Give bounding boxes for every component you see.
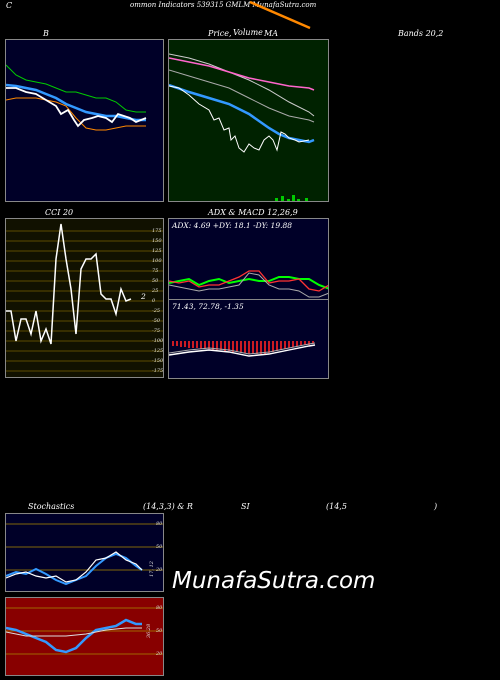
macd-panel: 71.43, 72.78, -1.35 [168,299,329,379]
rsi-tick: 80 [156,605,163,611]
label-b: B [43,29,49,38]
cci-tick: 175 [152,228,162,234]
rsi-panel: 80 50 20 36.28 [5,597,164,676]
cci-gridlines [6,223,163,372]
orange-arrow-line [249,0,311,30]
rsi-chart [6,607,163,655]
cci-tick: 150 [152,238,162,244]
macd-chart [169,341,316,357]
label-bands: Bands 20,2 [398,29,444,38]
cci-tick: 0 [152,298,156,304]
price-ma-chart [169,53,315,201]
stoch-tick: 50 [156,544,163,550]
label-stoch-params: (14,3,3) & R [143,502,193,511]
label-rsi-close: ) [434,502,438,511]
stochastics-panel: 80 50 20 17, 12 [5,513,164,592]
cci-last-value: 2 [141,292,146,301]
cci-tick: -100 [152,338,164,344]
cci-tick: -50 [152,318,161,324]
stochastics-chart [6,523,163,586]
label-cci: CCI 20 [45,208,74,217]
bollinger-panel [5,39,164,202]
adx-readout: ADX: 4.69 +DY: 18.1 -DY: 19.88 [172,221,293,230]
cci-tick: 25 [152,288,159,294]
label-price-ma-suffix: MA [264,29,278,38]
stoch-tick: 80 [156,521,163,527]
rsi-last-value: 36.28 [146,623,153,639]
header-title: ommon Indicators 539315 GMLM MunafaSutra… [130,1,317,9]
munafasutra-watermark: MunafaSutra.com [172,568,376,594]
cci-tick: -75 [152,328,161,334]
label-rsi-params: (14,5 [326,502,347,511]
cci-tick: 100 [152,258,162,264]
cci-tick: -150 [152,358,164,364]
macd-readout: 71.43, 72.78, -1.35 [172,302,244,311]
bollinger-chart [6,64,147,131]
adx-chart [169,270,328,298]
label-price-ma-overlap: Volume [233,28,263,37]
cci-panel: 175 150 125 100 75 50 25 0 -25 -50 -75 -100 -125 -150… [5,218,164,378]
cci-tick: 50 [152,278,159,284]
cci-tick: 125 [152,248,162,254]
stoch-tick: 20 [156,567,163,573]
cci-tick: -125 [152,348,164,354]
label-price-ma: Price, [208,29,232,38]
stoch-last-value: 17, 12 [148,561,155,577]
rsi-tick: 20 [156,651,163,657]
cci-tick: -25 [152,308,161,314]
price-ma-panel [168,39,329,202]
label-stoch: Stochastics [28,502,75,511]
header-title-prefix: C [6,1,13,10]
adx-panel: ADX: 4.69 +DY: 18.1 -DY: 19.88 [168,218,329,300]
label-adx-macd: ADX & MACD 12,26,9 [208,208,298,217]
rsi-tick: 50 [156,628,163,634]
cci-tick: -175 [152,368,164,374]
cci-tick: 75 [152,268,159,274]
label-si: SI [241,502,250,511]
